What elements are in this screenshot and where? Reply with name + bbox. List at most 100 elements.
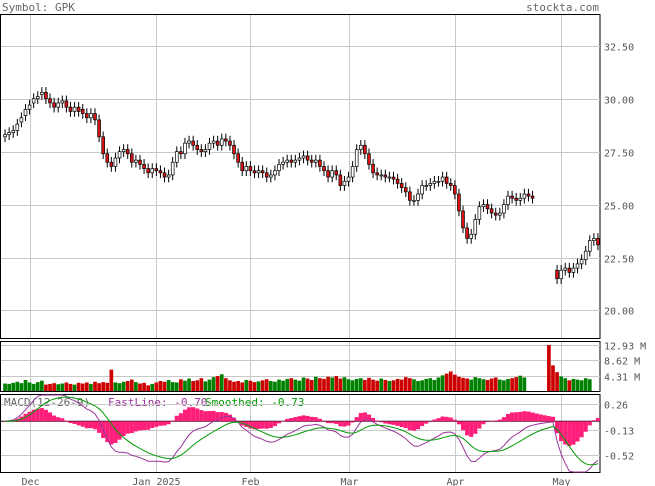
volume-bar: [559, 376, 563, 391]
volume-bar: [587, 379, 592, 391]
candle-body: [232, 144, 236, 155]
volume-tick-label: 4.31 M: [604, 373, 640, 384]
candle-body: [281, 161, 285, 165]
volume-bar: [383, 379, 388, 391]
macd-histogram-bar: [358, 412, 363, 422]
candle-body: [76, 106, 81, 112]
macd-histogram-bar: [403, 421, 408, 429]
macd-histogram-bar: [448, 417, 453, 422]
candle-body: [162, 172, 167, 178]
volume-bar: [48, 383, 52, 391]
candle-body: [444, 176, 449, 184]
macd-histogram-bar: [236, 421, 241, 422]
macd-histogram-bar: [281, 420, 286, 422]
macd-histogram-bar: [371, 417, 376, 422]
macd-histogram-bar: [52, 415, 57, 422]
candle-body: [264, 172, 269, 178]
volume-bar: [583, 378, 588, 391]
candle-body: [395, 178, 400, 184]
candle-body: [416, 193, 420, 201]
volume-bar: [571, 378, 576, 391]
volume-bar: [89, 383, 93, 391]
candle-body: [150, 168, 155, 174]
candle-body: [330, 170, 334, 178]
candle-body: [166, 174, 171, 178]
candle-body: [170, 161, 175, 176]
macd-histogram-bar: [264, 421, 269, 429]
x-tick-label: Feb: [241, 477, 259, 486]
candle-body: [211, 140, 216, 144]
macd-histogram-bar: [481, 421, 486, 425]
volume-bar: [493, 377, 498, 391]
site-label: stockta.com: [526, 1, 599, 14]
macd-histogram-bar: [518, 411, 523, 422]
candle-body: [506, 195, 510, 205]
macd-histogram-bar: [473, 421, 478, 434]
candle-body: [383, 174, 388, 178]
x-tick-label: Apr: [446, 477, 464, 486]
candle-body: [293, 159, 298, 163]
macd-histogram-bar: [350, 421, 355, 423]
candle-body: [567, 267, 572, 273]
price-panel: 32.50 30.00 27.50 25.00 22.50 20.00: [0, 14, 634, 472]
volume-bar: [154, 382, 159, 391]
symbol-label: Symbol: GPK: [2, 1, 75, 14]
candle-body: [219, 138, 224, 146]
candle-body: [596, 238, 600, 246]
candle-body: [68, 106, 73, 112]
volume-bar: [371, 379, 375, 391]
candle-body: [514, 197, 518, 201]
candle-body: [461, 210, 465, 229]
candle-body: [117, 151, 122, 159]
candle-body: [256, 170, 261, 174]
volume-bar: [432, 379, 437, 391]
macd-histogram-bar: [121, 421, 126, 437]
macd-fastline-label: FastLine: -0.70: [108, 396, 207, 409]
price-tick-label: 20.00: [604, 307, 634, 318]
macd-histogram-bar: [436, 418, 441, 422]
macd-histogram-bar: [559, 421, 564, 442]
macd-histogram-bar: [469, 421, 474, 437]
candle-body: [518, 197, 523, 201]
macd-histogram-bar: [137, 421, 143, 431]
volume-bar: [195, 380, 200, 391]
volume-bar: [293, 379, 298, 391]
macd-histogram-bar: [424, 421, 429, 424]
macd-histogram-bar: [231, 417, 237, 422]
price-tick-label: 32.50: [604, 43, 634, 54]
volume-bar: [11, 382, 16, 391]
candle-body: [199, 149, 204, 152]
candle-body: [371, 164, 375, 174]
candle-body: [502, 204, 506, 214]
candle-body: [432, 180, 437, 184]
macd-histogram-bar: [170, 420, 175, 422]
candle-body: [125, 149, 130, 155]
macd-histogram-bar: [550, 416, 556, 422]
volume-bar: [363, 379, 367, 391]
candle-body: [89, 113, 93, 119]
volume-bar: [350, 380, 355, 391]
candle-body: [244, 166, 249, 172]
candle-body: [56, 102, 60, 108]
macd-histogram-bar: [162, 421, 167, 426]
volume-bar: [244, 379, 249, 391]
volume-bar: [330, 377, 335, 391]
volume-bar: [379, 378, 384, 391]
candle-body: [493, 212, 498, 216]
macd-histogram-bar: [219, 412, 224, 422]
candle-body: [322, 166, 326, 172]
candle-body: [273, 170, 277, 176]
macd-histogram-bar: [456, 421, 461, 425]
candle-body: [469, 233, 473, 239]
volume-bar: [179, 379, 183, 391]
candle-body: [240, 161, 244, 172]
macd-histogram-bar: [465, 421, 470, 436]
macd-histogram-bar: [309, 416, 314, 422]
candle-body: [477, 206, 482, 220]
volume-bar: [301, 377, 306, 391]
candle-body: [15, 123, 20, 131]
macd-histogram-bar: [80, 421, 85, 427]
candle-body: [80, 108, 85, 114]
volume-bar: [342, 377, 347, 391]
volume-bar: [273, 381, 277, 391]
